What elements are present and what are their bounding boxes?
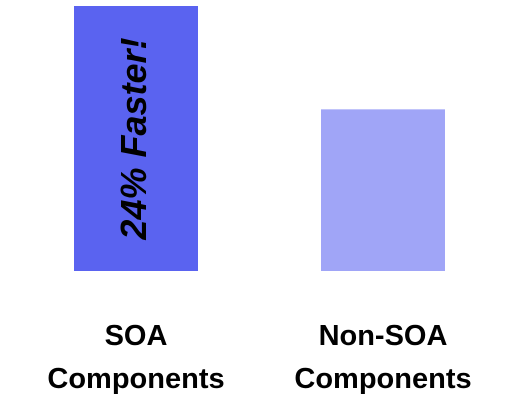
- bar-0: [74, 6, 198, 271]
- bar-1: [321, 109, 445, 271]
- bars-group: [74, 6, 445, 271]
- category-label-1-line-0: Non-SOA: [319, 320, 448, 352]
- category-label-0-line-0: SOA: [105, 320, 168, 352]
- category-labels-group: SOA Components Non-SOA Components: [47, 320, 471, 395]
- bar-annotation-speedup: 24% Faster!: [113, 37, 154, 240]
- category-label-0-line-1: Components: [47, 363, 224, 395]
- annotations-group: 24% Faster!: [113, 37, 154, 240]
- category-label-1-line-1: Components: [294, 363, 471, 395]
